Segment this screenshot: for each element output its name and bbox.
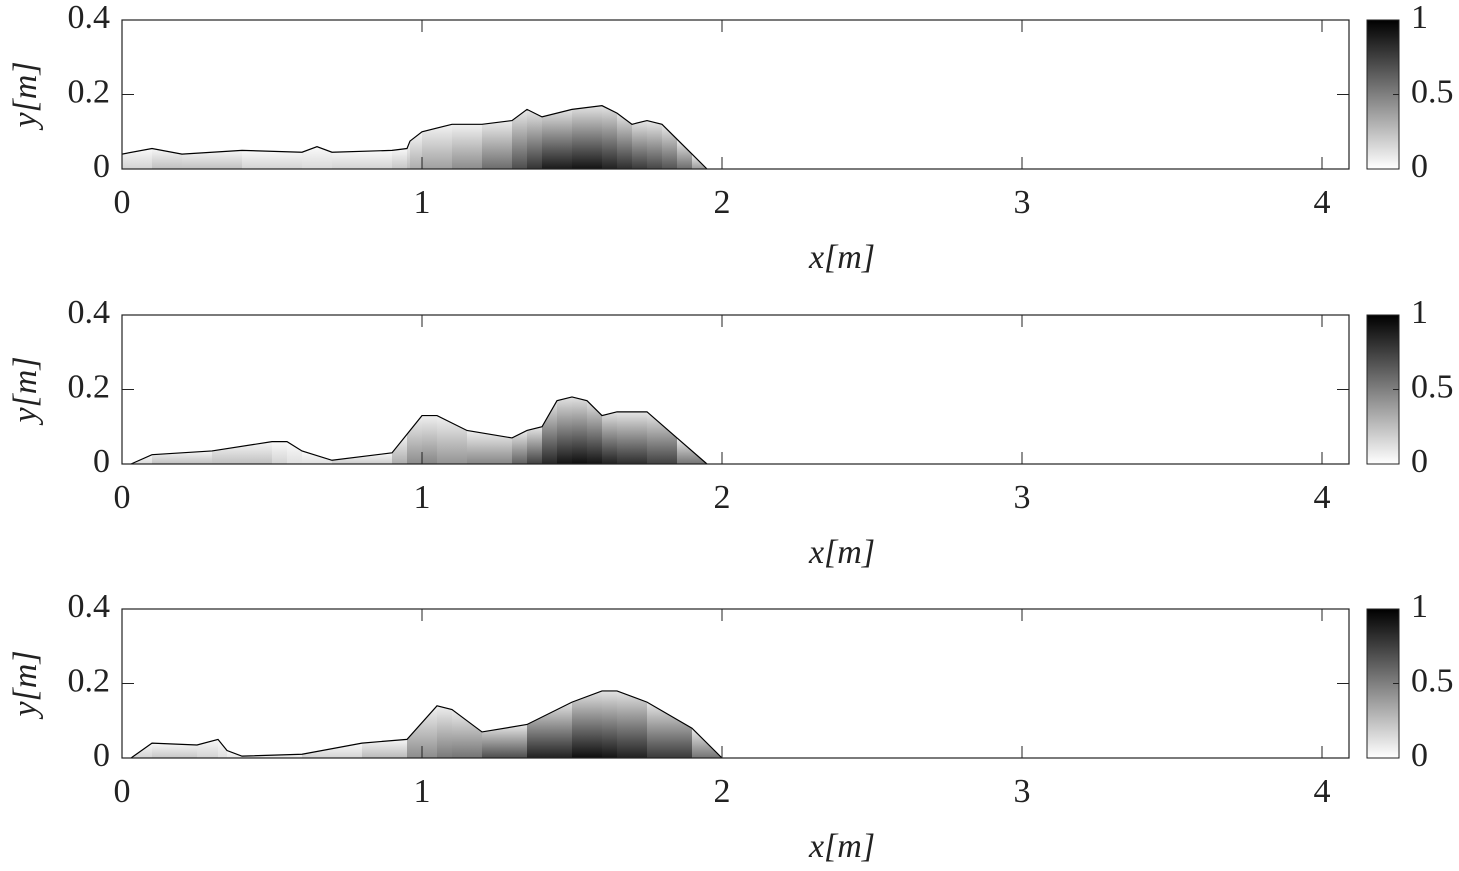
field-cell	[452, 709, 482, 758]
field-cell	[647, 120, 662, 169]
field-cell	[602, 690, 617, 758]
field-cell	[527, 702, 572, 758]
x-tick-label: 3	[1014, 479, 1031, 516]
field-cell	[317, 146, 332, 169]
field-cell	[332, 150, 392, 169]
field-cell	[572, 396, 587, 464]
field-cell	[527, 426, 542, 464]
field-cell	[542, 400, 557, 464]
field-cell	[242, 150, 302, 169]
x-tick-label: 4	[1314, 479, 1331, 516]
field-cell	[392, 434, 407, 464]
colorbar-tick-label: 0	[1411, 443, 1428, 480]
field-cell	[152, 148, 182, 169]
field-cell	[512, 109, 527, 169]
interface-line	[121, 105, 708, 170]
field-cell	[302, 146, 317, 169]
x-tick-label: 1	[414, 479, 431, 516]
y-axis-label: y[m]	[7, 650, 44, 719]
field-cell	[422, 124, 452, 169]
field-cell	[182, 150, 242, 169]
colorbar-tick-label: 0.5	[1411, 368, 1454, 405]
colorbar-tick-label: 1	[1411, 294, 1428, 331]
field-cell	[647, 702, 692, 758]
field-cell	[218, 739, 227, 758]
field-cell	[602, 411, 617, 464]
field-cell	[617, 411, 647, 464]
field-cell	[332, 452, 392, 464]
field-cell	[407, 705, 437, 758]
y-tick-label: 0.4	[68, 588, 111, 625]
field-cell	[410, 131, 422, 169]
colorbar-tick-label: 1	[1411, 0, 1428, 36]
plot-area	[122, 20, 1349, 169]
x-tick-label: 2	[714, 479, 731, 516]
colorbar-tick-label: 0	[1411, 148, 1428, 185]
x-axis-label: x[m]	[808, 239, 875, 276]
y-tick-label: 0.2	[68, 368, 111, 405]
field-cell	[632, 120, 647, 169]
x-tick-label: 3	[1014, 184, 1031, 221]
interface-line	[130, 396, 708, 465]
field-cell	[587, 400, 602, 464]
field-cell	[437, 705, 452, 758]
y-tick-label: 0.2	[68, 662, 111, 699]
field-cell	[617, 113, 632, 169]
colorbar-tick-label: 0.5	[1411, 662, 1454, 699]
interface-line	[130, 690, 723, 759]
x-tick-label: 2	[714, 773, 731, 810]
field-cell	[452, 124, 482, 169]
field-cell	[542, 109, 572, 169]
field-cell	[152, 743, 197, 758]
field-cell	[482, 120, 512, 169]
field-cell	[212, 441, 272, 464]
x-tick-label: 1	[414, 773, 431, 810]
plot-area	[122, 609, 1349, 758]
field-cell	[422, 415, 437, 464]
x-tick-label: 4	[1314, 773, 1331, 810]
field-cell	[362, 739, 407, 758]
y-tick-label: 0.4	[68, 294, 111, 331]
field-cell	[677, 139, 692, 169]
plot-area	[122, 315, 1349, 464]
field-cell	[617, 690, 647, 758]
field-cell	[512, 430, 527, 464]
y-axis-label: y[m]	[7, 356, 44, 425]
field-cell	[527, 109, 542, 169]
x-tick-label: 3	[1014, 773, 1031, 810]
field-cell	[602, 105, 617, 169]
x-tick-label: 0	[114, 773, 131, 810]
x-tick-label: 4	[1314, 184, 1331, 221]
y-tick-label: 0.2	[68, 73, 111, 110]
field-cell	[122, 148, 152, 169]
field-cell	[572, 690, 602, 758]
colorbar-tick-label: 0	[1411, 737, 1428, 774]
y-tick-label: 0	[93, 148, 110, 185]
colorbar-tick-label: 1	[1411, 588, 1428, 625]
y-tick-label: 0.4	[68, 0, 111, 36]
y-tick-label: 0	[93, 443, 110, 480]
field-cell	[272, 441, 287, 464]
x-tick-label: 1	[414, 184, 431, 221]
colorbar-tick-label: 0.5	[1411, 73, 1454, 110]
field-cell	[467, 430, 512, 464]
y-axis-label: y[m]	[7, 61, 44, 130]
x-axis-label: x[m]	[808, 534, 875, 571]
field-cell	[302, 743, 362, 758]
field-cell	[287, 441, 302, 464]
field-cell	[647, 411, 677, 464]
field-cell	[392, 148, 407, 169]
x-axis-label: x[m]	[808, 828, 875, 865]
x-tick-label: 0	[114, 184, 131, 221]
x-tick-label: 2	[714, 184, 731, 221]
field-cell	[437, 415, 467, 464]
y-tick-label: 0	[93, 737, 110, 774]
field-cell	[302, 450, 332, 464]
field-cell	[572, 105, 602, 169]
x-tick-label: 0	[114, 479, 131, 516]
field-cell	[557, 396, 572, 464]
field-cell	[407, 415, 422, 464]
field-cell	[482, 724, 527, 758]
